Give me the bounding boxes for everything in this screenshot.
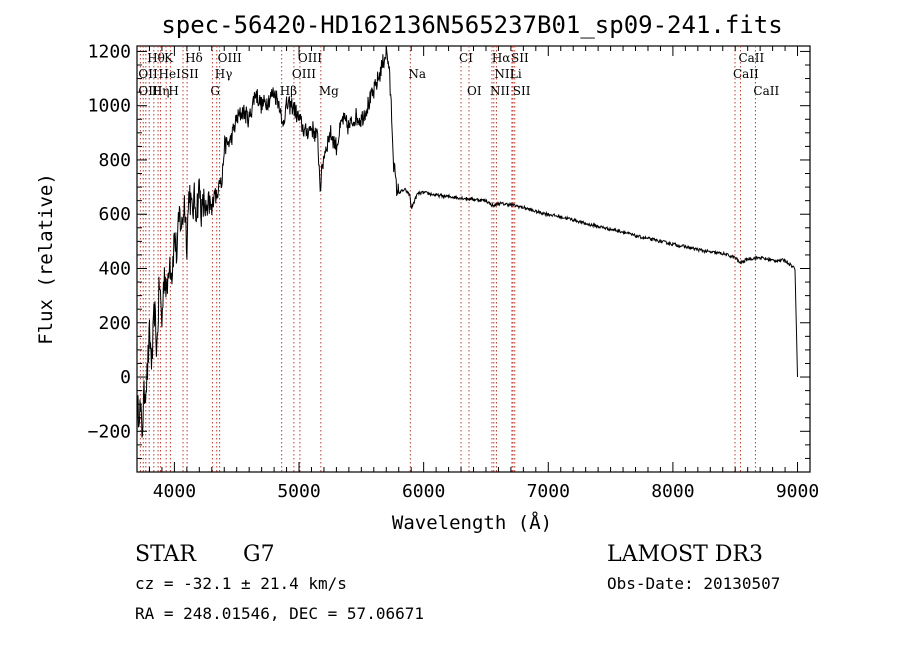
survey-name: LAMOST DR3 [607, 542, 763, 567]
spectral-line-label: OIII [292, 67, 316, 81]
y-tick-label: −200 [88, 421, 131, 442]
spectral-line-label: CaII [753, 84, 779, 98]
spectral-line-label: H [168, 84, 178, 98]
spectral-line-label: Hδ [185, 51, 203, 65]
spectral-line-label: NII [490, 84, 510, 98]
redshift-readout: cz = -32.1 ± 21.4 km/s [135, 574, 347, 593]
spectral-line-label: Mg [319, 84, 339, 98]
spectral-line-label: CaII [738, 51, 764, 65]
spectral-line-label: Hα [492, 51, 511, 65]
y-tick-label: 800 [98, 150, 131, 171]
spectral-line-label: CI [459, 51, 473, 65]
spectral-line-label: NII [494, 67, 514, 81]
spectral-line-label: Hγ [215, 67, 233, 81]
line-markers [139, 46, 756, 472]
spectrum-line [136, 45, 798, 438]
spectral-line-label: Li [510, 67, 522, 81]
y-tick-label: 1000 [88, 96, 131, 117]
y-tick-label: 600 [98, 204, 131, 225]
y-tick-label: 1200 [88, 41, 131, 62]
observation-date: Obs-Date: 20130507 [607, 574, 780, 593]
y-tick-label: 0 [120, 367, 131, 388]
spectral-line-label: HeI [159, 67, 182, 81]
spectral-line-label: OI [467, 84, 482, 98]
x-tick-label: 8000 [651, 481, 694, 502]
spectral-line-label: CaII [733, 67, 759, 81]
y-tick-label: 200 [98, 313, 131, 334]
footer-info: STAR G7 LAMOST DR3 cz = -32.1 ± 21.4 km/… [135, 542, 780, 623]
y-ticks: −200 0 200 400 600 800 1000 1200 [88, 41, 810, 459]
spectral-line-label: Hη [152, 84, 170, 98]
spectral-line-label: OIII [218, 51, 242, 65]
spectral-line-label: Na [408, 67, 426, 81]
x-ticks: 4000 5000 6000 7000 8000 9000 [136, 46, 819, 502]
coordinates-readout: RA = 248.01546, DEC = 57.06671 [135, 604, 424, 623]
spectral-line-label: Hβ [280, 84, 297, 98]
spectral-line-label: SII [511, 51, 529, 65]
spectral-line-label: Hθ [147, 51, 165, 65]
x-tick-label: 9000 [776, 481, 819, 502]
x-tick-label: 4000 [153, 481, 196, 502]
y-axis-label: Flux (relative) [35, 173, 57, 345]
spectral-line-label: SII [181, 67, 199, 81]
chart-title: spec-56420-HD162136N565237B01_sp09-241.f… [161, 11, 782, 39]
object-type: STAR [135, 542, 197, 567]
y-tick-label: 400 [98, 258, 131, 279]
spectral-line-label: K [164, 51, 174, 65]
x-tick-label: 6000 [402, 481, 445, 502]
spectral-line-label: OIII [298, 51, 322, 65]
spectral-line-label: OII [138, 67, 158, 81]
x-axis-label: Wavelength (Å) [392, 511, 552, 534]
x-tick-label: 7000 [527, 481, 570, 502]
spectral-subclass: G7 [243, 542, 275, 567]
spectral-line-label: G [210, 84, 220, 98]
x-tick-label: 5000 [277, 481, 320, 502]
spectral-line-label: SII [513, 84, 531, 98]
spectral-line-label: OIII [138, 84, 162, 98]
